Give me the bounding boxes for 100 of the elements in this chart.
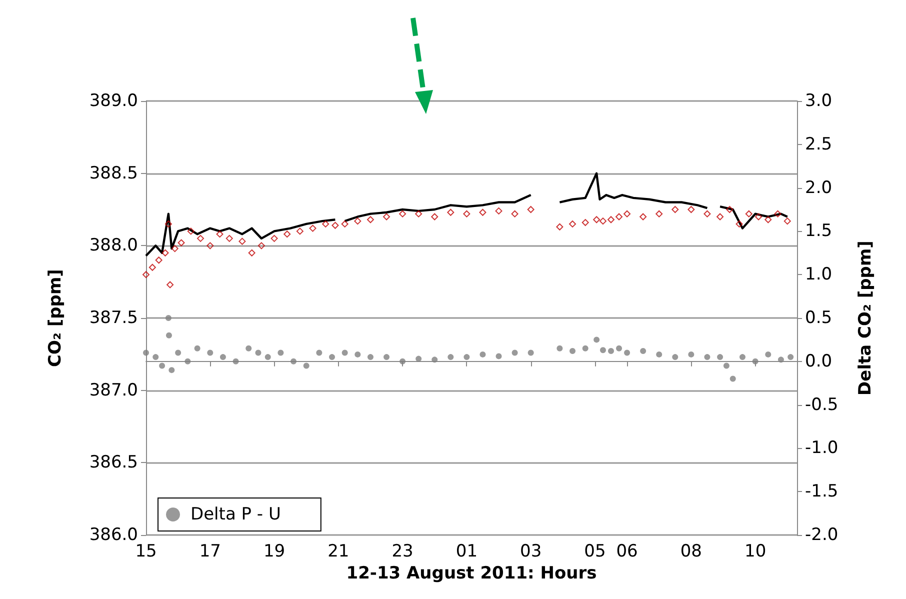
y2-tick-label: 1.5	[805, 221, 832, 242]
point	[726, 206, 734, 213]
point	[206, 242, 214, 250]
point	[593, 216, 600, 224]
point	[480, 351, 486, 358]
point	[194, 345, 200, 352]
point	[142, 271, 150, 278]
point	[496, 353, 502, 360]
x-tick-label: 01	[456, 542, 478, 562]
y2-tick-label: -0.5	[805, 394, 838, 415]
point	[184, 358, 191, 364]
point	[608, 216, 614, 224]
point	[512, 350, 518, 356]
point	[171, 245, 178, 252]
x-tick-label: 17	[199, 542, 221, 562]
x-tick-label: 06	[616, 542, 638, 562]
y-tick-label: 386.5	[89, 452, 138, 473]
y-tick-label: 388.0	[89, 236, 138, 256]
x-tick-label: 05	[584, 542, 606, 562]
point	[152, 354, 159, 360]
point	[479, 208, 486, 216]
point	[220, 354, 226, 360]
point	[197, 234, 204, 242]
point	[367, 354, 374, 360]
point	[656, 351, 662, 358]
point	[342, 350, 348, 356]
point	[582, 345, 588, 352]
y2-tick-label: 0.5	[805, 308, 832, 328]
x-axis-title: 12-13 August 2011: Hours	[346, 563, 597, 584]
point	[723, 362, 730, 369]
point	[730, 376, 736, 382]
y2-tick-label: -2.0	[805, 525, 838, 545]
point	[431, 213, 438, 220]
point	[616, 345, 622, 352]
point	[216, 230, 224, 238]
point	[600, 347, 606, 354]
point	[672, 354, 678, 360]
y-axis-title: CO₂ [ppm]	[46, 269, 66, 367]
point	[416, 356, 422, 362]
point	[704, 210, 711, 218]
y-tick-label: 388.5	[89, 163, 138, 184]
point	[278, 350, 284, 356]
point	[495, 207, 502, 214]
point	[246, 345, 252, 352]
y-tick-label: 386.0	[89, 525, 138, 545]
point	[238, 238, 246, 245]
point	[582, 219, 589, 226]
y-tick-label: 387.5	[89, 308, 138, 328]
legend-label: Delta P - U	[190, 504, 281, 524]
x-tick-label: 19	[263, 542, 286, 562]
point	[716, 213, 724, 220]
point	[463, 210, 470, 218]
point	[296, 228, 304, 235]
point	[207, 350, 214, 356]
point	[569, 220, 576, 228]
point	[704, 354, 710, 360]
point	[447, 208, 454, 216]
point	[765, 351, 772, 358]
point	[248, 249, 256, 256]
y2-tick-label: 2.0	[805, 178, 832, 198]
point	[341, 220, 348, 228]
point	[354, 218, 362, 225]
point	[778, 356, 784, 363]
point	[165, 315, 172, 321]
x-tick-label: 15	[135, 542, 157, 562]
point	[400, 358, 406, 364]
point	[616, 213, 623, 220]
y2-tick-label: 3.0	[805, 91, 832, 111]
point	[608, 348, 614, 354]
y2-tick-label: -1.0	[805, 438, 838, 458]
y2-tick-label: 2.5	[805, 134, 832, 154]
point	[226, 234, 233, 242]
point	[322, 220, 330, 228]
point	[399, 210, 406, 218]
point	[755, 213, 762, 220]
point	[383, 213, 390, 220]
point	[155, 256, 162, 264]
point	[232, 358, 239, 364]
x-tick-label: 23	[392, 542, 414, 562]
point	[415, 210, 422, 218]
point	[309, 224, 316, 232]
point	[354, 351, 361, 358]
point	[168, 367, 175, 374]
point	[717, 354, 724, 360]
point	[159, 362, 166, 369]
point	[258, 242, 265, 250]
point	[784, 218, 791, 225]
point	[284, 230, 291, 238]
point	[656, 210, 663, 218]
point	[448, 354, 454, 360]
point	[640, 213, 647, 220]
point	[464, 354, 470, 360]
point	[148, 264, 156, 271]
y-tick-label: 387.0	[89, 380, 138, 400]
point	[384, 354, 390, 360]
point	[688, 351, 694, 358]
point	[166, 281, 174, 288]
point	[624, 210, 631, 218]
point	[528, 350, 534, 356]
point	[166, 332, 172, 338]
